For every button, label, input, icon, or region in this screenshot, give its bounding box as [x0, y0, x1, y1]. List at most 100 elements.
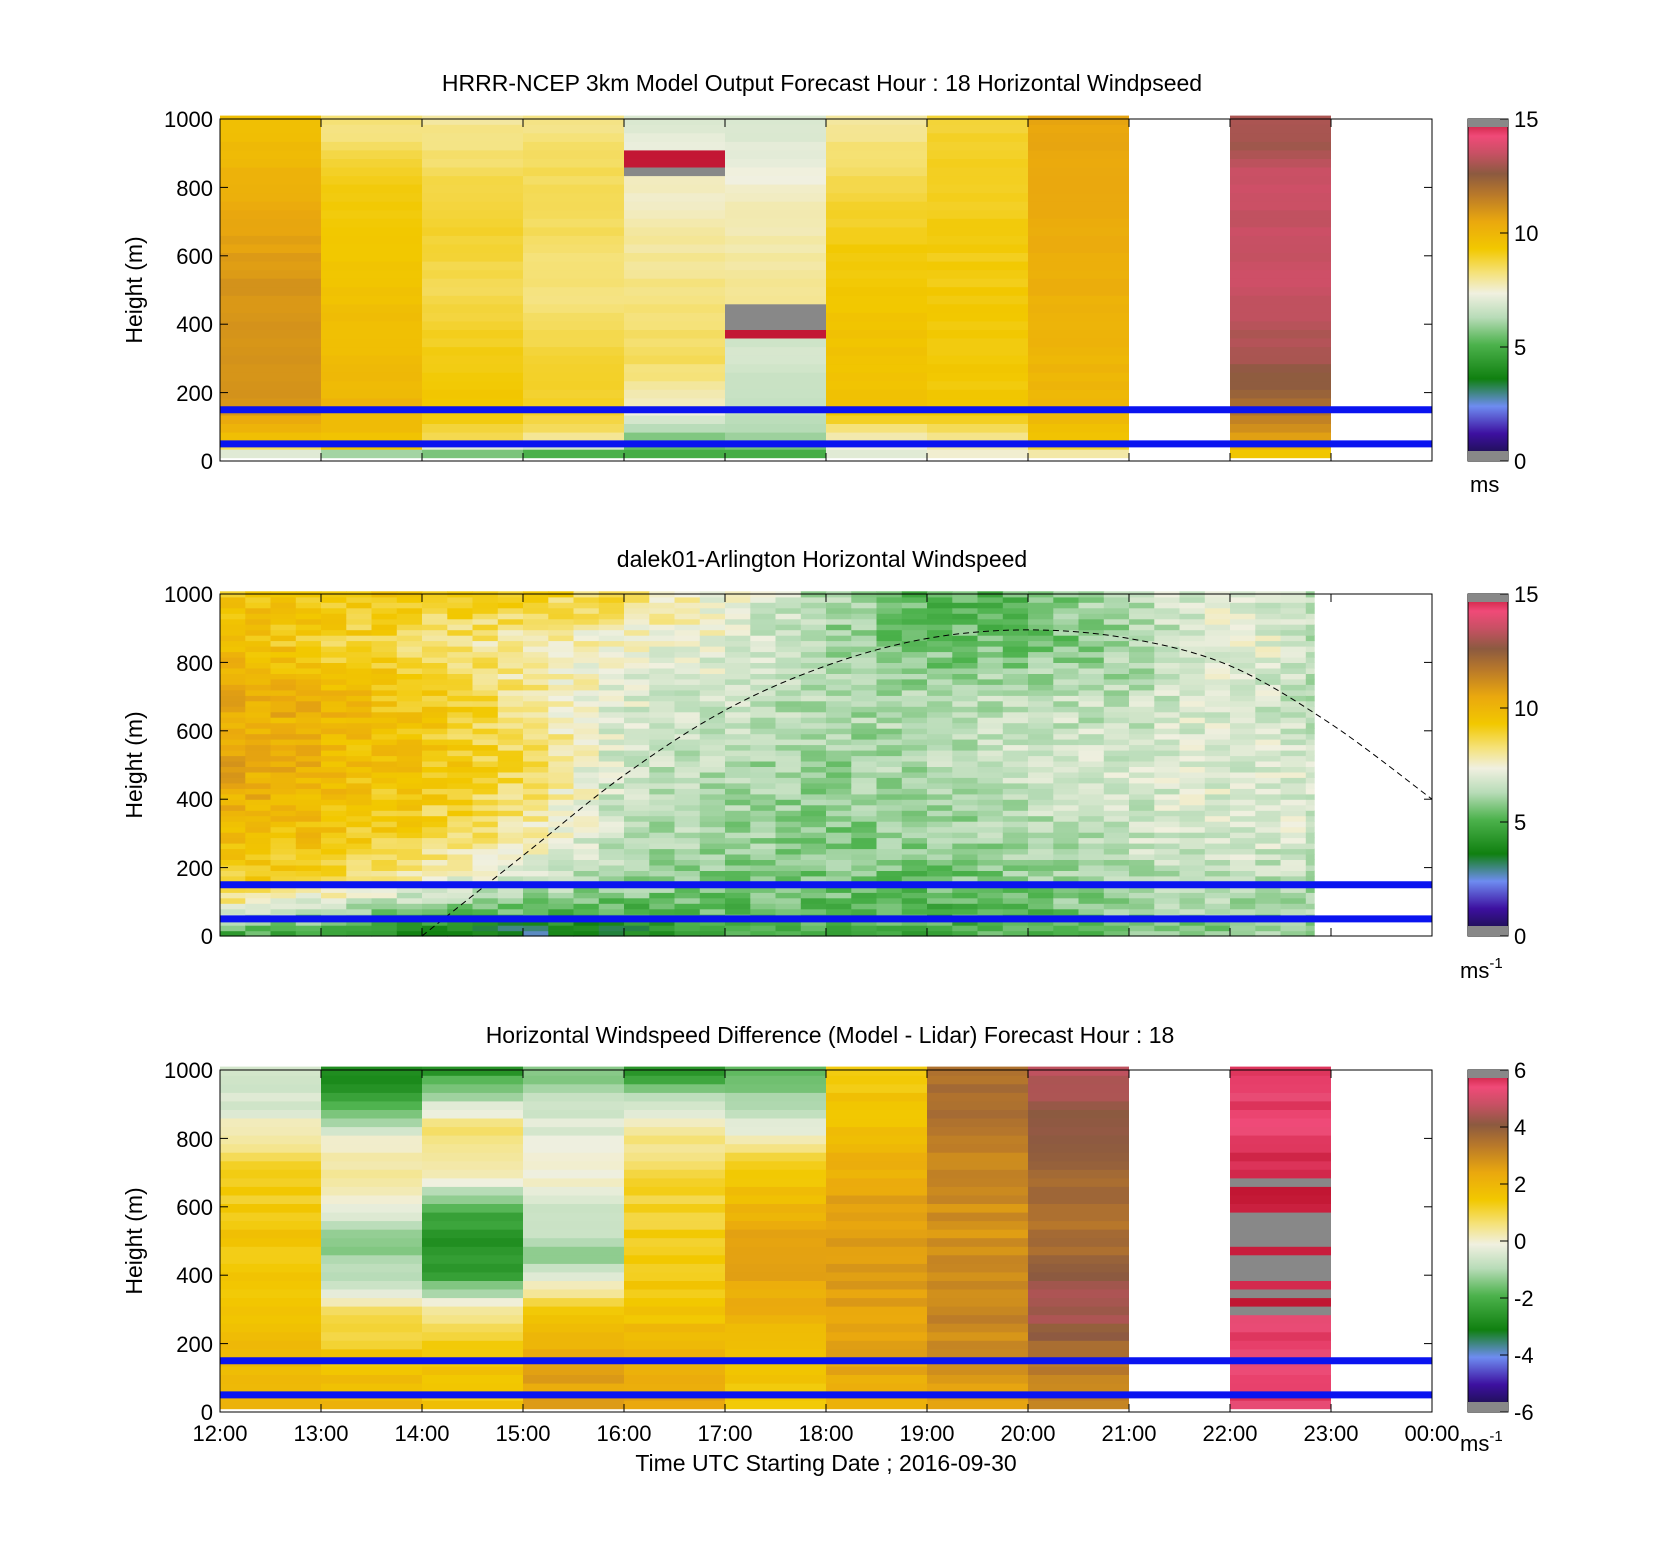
- heatmap-cell: [1129, 651, 1155, 658]
- heatmap-cell: [447, 640, 474, 647]
- heatmap-cell: [321, 673, 347, 680]
- heatmap-cell: [1230, 295, 1331, 305]
- heatmap-cell: [750, 810, 777, 817]
- heatmap-cell: [624, 226, 725, 236]
- heatmap-cell: [826, 132, 927, 142]
- heatmap-cell: [649, 771, 676, 778]
- heatmap-cell: [699, 656, 726, 663]
- heatmap-cell: [1255, 744, 1282, 751]
- heatmap-cell: [624, 209, 725, 219]
- heatmap-cell: [1305, 750, 1315, 757]
- heatmap-cell: [800, 673, 827, 680]
- heatmap-cell: [1204, 733, 1231, 740]
- heatmap-cell: [1154, 755, 1181, 762]
- heatmap-cell: [422, 218, 523, 228]
- heatmap-cell: [220, 848, 246, 855]
- heatmap-cell: [1280, 667, 1307, 674]
- heatmap-cell: [977, 919, 1004, 926]
- heatmap-cell: [422, 667, 448, 674]
- heatmap-cell: [927, 804, 953, 811]
- heatmap-cell: [422, 711, 448, 718]
- heatmap-cell: [851, 903, 878, 910]
- heatmap-cell: [624, 853, 650, 860]
- heatmap-cell: [1230, 744, 1256, 751]
- heatmap-cell: [699, 777, 726, 784]
- heatmap-cell: [1028, 1237, 1129, 1247]
- heatmap-cell: [1028, 843, 1054, 850]
- heatmap-cell: [927, 1066, 1028, 1076]
- heatmap-cell: [624, 804, 650, 811]
- panel-lidar-colorbar: 0 5 10 15 ms-1: [1460, 582, 1538, 983]
- heatmap-cell: [1305, 711, 1315, 718]
- heatmap-cell: [624, 124, 725, 134]
- heatmap-cell: [321, 1348, 422, 1358]
- heatmap-cell: [1053, 667, 1080, 674]
- heatmap-cell: [523, 903, 549, 910]
- heatmap-cell: [1053, 864, 1080, 871]
- heatmap-cell: [750, 826, 777, 833]
- heatmap-cell: [927, 684, 953, 691]
- heatmap-cell: [876, 646, 903, 653]
- heatmap-cell: [598, 930, 625, 937]
- heatmap-cell: [725, 286, 826, 296]
- heatmap-cell: [750, 843, 777, 850]
- heatmap-cell: [624, 903, 650, 910]
- heatmap-cell: [1230, 1365, 1331, 1375]
- heatmap-cell: [497, 607, 524, 614]
- heatmap-cell: [1002, 892, 1029, 899]
- heatmap-cell: [927, 1092, 1028, 1102]
- heatmap-cell: [624, 141, 725, 151]
- heatmap-cell: [396, 903, 423, 910]
- heatmap-cell: [1230, 1126, 1331, 1136]
- heatmap-cell: [1305, 859, 1315, 866]
- heatmap-cell: [321, 640, 347, 647]
- heatmap-cell: [447, 804, 474, 811]
- heatmap-cell: [1154, 793, 1181, 800]
- heatmap-cell: [1154, 711, 1181, 718]
- heatmap-cell: [422, 706, 448, 713]
- heatmap-cell: [725, 1382, 826, 1393]
- heatmap-cell: [901, 640, 928, 647]
- heatmap-cell: [598, 788, 625, 795]
- heatmap-cell: [321, 1203, 422, 1213]
- heatmap-cell: [1230, 908, 1256, 915]
- heatmap-cell: [1230, 1220, 1331, 1230]
- heatmap-cell: [220, 613, 246, 620]
- heatmap-cell: [1255, 673, 1282, 680]
- heatmap-cell: [927, 788, 953, 795]
- heatmap-cell: [447, 760, 474, 767]
- heatmap-cell: [826, 1400, 927, 1410]
- heatmap-cell: [321, 1066, 422, 1076]
- heatmap-cell: [573, 810, 600, 817]
- heatmap-cell: [699, 673, 726, 680]
- heatmap-cell: [321, 269, 422, 279]
- heatmap-cell: [649, 689, 676, 696]
- heatmap-cell: [826, 1126, 927, 1136]
- panel-model-heatmap: [220, 115, 1331, 459]
- heatmap-cell: [447, 799, 474, 806]
- heatmap-cell: [1129, 700, 1155, 707]
- heatmap-cell: [826, 1254, 927, 1264]
- heatmap-cell: [901, 695, 928, 702]
- heatmap-cell: [371, 793, 398, 800]
- heatmap-cell: [321, 1092, 422, 1102]
- heatmap-cell: [1028, 667, 1054, 674]
- heatmap-cell: [447, 750, 474, 757]
- heatmap-cell: [649, 629, 676, 636]
- heatmap-cell: [270, 755, 297, 762]
- heatmap-cell: [1053, 728, 1080, 735]
- heatmap-cell: [1002, 684, 1029, 691]
- heatmap-cell: [270, 908, 297, 915]
- heatmap-cell: [472, 864, 499, 871]
- heatmap-cell: [220, 286, 321, 296]
- heatmap-cell: [598, 859, 625, 866]
- heatmap-cell: [371, 733, 398, 740]
- heatmap-cell: [321, 629, 347, 636]
- heatmap-cell: [1255, 815, 1282, 822]
- heatmap-cell: [1028, 875, 1054, 882]
- heatmap-cell: [548, 821, 575, 828]
- heatmap-cell: [472, 695, 499, 702]
- heatmap-cell: [422, 799, 448, 806]
- heatmap-cell: [1129, 695, 1155, 702]
- heatmap-cell: [1028, 1186, 1129, 1196]
